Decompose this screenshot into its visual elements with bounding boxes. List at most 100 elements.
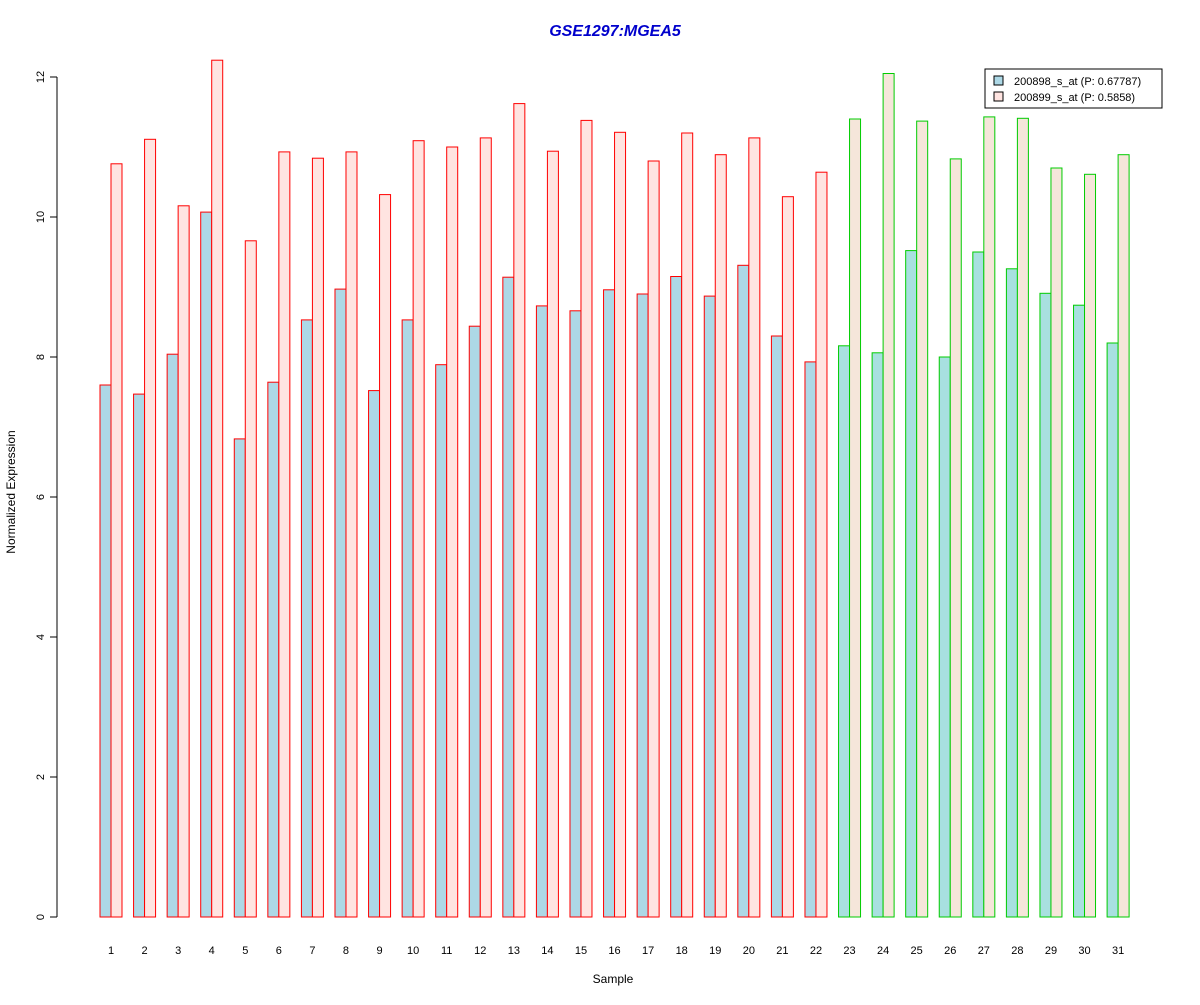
bar-sample-10-series-2 [412, 140, 425, 918]
bar-sample-12-series-2 [479, 137, 492, 918]
bar-sample-2-series-2 [144, 138, 157, 918]
bar-sample-27-series-1 [972, 251, 985, 918]
bar-sample-23-series-1 [838, 345, 851, 918]
bar-sample-1-series-1 [99, 384, 112, 918]
bar-sample-31-series-2 [1117, 154, 1130, 918]
bar-sample-26-series-2 [949, 158, 962, 918]
bar-sample-2-series-1 [133, 393, 146, 918]
bar-sample-22-series-1 [804, 361, 817, 918]
bar-sample-8-series-1 [334, 288, 347, 918]
legend-swatch-series-2 [993, 91, 1004, 102]
bar-sample-31-series-1 [1106, 342, 1119, 918]
legend-label-series-2: 200899_s_at (P: 0.5858) [1014, 92, 1135, 104]
x-tick-label-9: 9 [376, 945, 382, 957]
bar-sample-15-series-1 [569, 310, 582, 918]
x-tick-label-29: 29 [1045, 945, 1057, 957]
bar-sample-6-series-1 [267, 381, 280, 918]
legend: 200898_s_at (P: 0.67787) 200899_s_at (P:… [984, 68, 1163, 109]
y-tick-label-10: 10 [35, 211, 47, 223]
bar-sample-20-series-1 [737, 264, 750, 918]
x-tick-label-18: 18 [676, 945, 688, 957]
x-tick-label-27: 27 [978, 945, 990, 957]
x-axis-label: Sample [593, 972, 634, 986]
bar-sample-16-series-2 [614, 131, 627, 918]
x-tick-label-23: 23 [843, 945, 855, 957]
y-axis: 0 2 4 6 8 10 12 [35, 71, 58, 920]
bar-sample-25-series-1 [905, 250, 918, 918]
x-tick-label-31: 31 [1112, 945, 1124, 957]
bar-sample-9-series-2 [379, 194, 392, 918]
y-tick-label-2: 2 [35, 774, 47, 780]
bar-sample-12-series-1 [468, 325, 481, 918]
bar-sample-27-series-2 [983, 116, 996, 918]
bars-layer [99, 59, 1130, 918]
x-axis: 1 2 3 4 5 6 7 8 9 10 11 12 13 14 15 16 17 18 19 20 21 22 23 24 2… [108, 945, 1124, 957]
bar-sample-11-series-2 [446, 146, 459, 918]
y-tick-label-6: 6 [35, 494, 47, 500]
bar-sample-17-series-1 [636, 293, 649, 918]
bar-sample-26-series-1 [938, 356, 951, 918]
bar-sample-9-series-1 [368, 390, 381, 918]
x-tick-label-16: 16 [608, 945, 620, 957]
bar-sample-13-series-2 [513, 103, 526, 918]
x-tick-label-5: 5 [242, 945, 248, 957]
x-tick-label-30: 30 [1078, 945, 1090, 957]
x-tick-label-11: 11 [441, 945, 452, 957]
bar-sample-13-series-1 [502, 276, 515, 918]
bar-sample-29-series-1 [1039, 292, 1052, 918]
bar-sample-16-series-1 [603, 289, 616, 918]
bar-sample-22-series-2 [815, 171, 828, 918]
x-tick-label-6: 6 [276, 945, 282, 957]
bar-sample-21-series-2 [781, 196, 794, 918]
bar-sample-5-series-2 [244, 240, 257, 918]
bar-sample-4-series-1 [200, 211, 213, 918]
x-tick-label-20: 20 [743, 945, 755, 957]
bar-sample-25-series-2 [916, 120, 929, 918]
x-tick-label-3: 3 [175, 945, 181, 957]
bar-sample-17-series-2 [647, 160, 660, 918]
y-tick-label-4: 4 [35, 634, 47, 640]
bar-sample-18-series-2 [681, 132, 694, 918]
bar-sample-8-series-2 [345, 151, 358, 918]
legend-swatch-series-1 [993, 75, 1004, 86]
bar-sample-15-series-2 [580, 119, 593, 918]
bar-sample-28-series-2 [1016, 117, 1029, 918]
bar-sample-1-series-2 [110, 163, 123, 918]
bar-sample-21-series-1 [770, 335, 783, 918]
x-tick-label-10: 10 [407, 945, 419, 957]
y-tick-label-12: 12 [35, 71, 47, 83]
bar-sample-3-series-2 [177, 205, 190, 918]
bar-sample-11-series-1 [435, 364, 448, 918]
bar-sample-7-series-2 [311, 157, 324, 918]
bar-sample-30-series-2 [1084, 173, 1097, 918]
x-tick-label-26: 26 [944, 945, 956, 957]
x-tick-label-19: 19 [709, 945, 721, 957]
x-tick-label-1: 1 [108, 945, 114, 957]
bar-sample-5-series-1 [233, 438, 246, 918]
bar-sample-24-series-2 [882, 73, 895, 918]
bar-sample-18-series-1 [670, 276, 683, 918]
x-tick-label-12: 12 [474, 945, 486, 957]
y-tick-label-8: 8 [35, 354, 47, 360]
bar-sample-14-series-2 [546, 150, 559, 918]
x-tick-label-21: 21 [776, 945, 788, 957]
x-tick-label-17: 17 [642, 945, 654, 957]
legend-label-series-1: 200898_s_at (P: 0.67787) [1014, 76, 1141, 88]
x-tick-label-15: 15 [575, 945, 587, 957]
x-tick-label-14: 14 [541, 945, 553, 957]
x-tick-label-4: 4 [209, 945, 215, 957]
bar-sample-4-series-2 [211, 59, 224, 918]
x-tick-label-7: 7 [309, 945, 315, 957]
bar-sample-28-series-1 [1005, 268, 1018, 918]
bar-sample-24-series-1 [871, 352, 884, 918]
bar-sample-23-series-2 [849, 118, 862, 918]
bar-sample-19-series-1 [703, 295, 716, 918]
x-tick-label-24: 24 [877, 945, 889, 957]
x-tick-label-13: 13 [508, 945, 520, 957]
bar-sample-19-series-2 [714, 154, 727, 918]
y-axis-label: Normalized Expression [4, 430, 18, 553]
x-tick-label-2: 2 [142, 945, 148, 957]
y-tick-label-0: 0 [35, 914, 47, 920]
